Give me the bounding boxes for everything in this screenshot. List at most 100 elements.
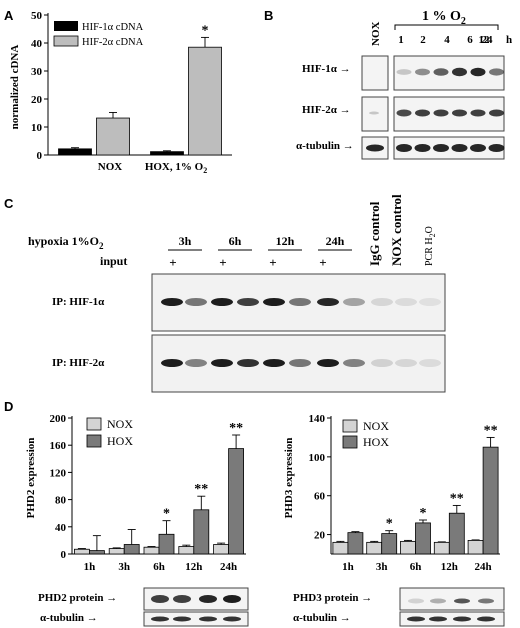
- phd2-legend-swatch-hox: [86, 434, 102, 448]
- phd3-bar: [448, 512, 465, 555]
- band-phd2-tubulin: [173, 616, 191, 622]
- phd3-xtick-label: 6h: [410, 561, 422, 573]
- panel-a-ylabel: normalized cDNA: [9, 45, 21, 130]
- phd3-legend-hox: HOX: [363, 435, 389, 449]
- panel-b-condition: 1 % O2: [422, 9, 466, 27]
- phd2-bar: [228, 448, 245, 555]
- band-hif1: [470, 67, 486, 77]
- gel-band-hif1: [237, 298, 259, 306]
- panel-b-time-label: 2: [420, 34, 426, 46]
- band-tubulin: [470, 144, 486, 152]
- band-hif1: [415, 68, 430, 76]
- panel-b-nox-label: NOX: [370, 22, 382, 47]
- panel-c: C hypoxia 1%O2 input 3h+6h+12h+24h+ IgG …: [4, 194, 446, 393]
- control-label-pcr: PCR H2O: [424, 226, 437, 266]
- phd2-bar: [108, 548, 125, 555]
- phd3-bar: [400, 540, 416, 555]
- band-phd3-tubulin: [407, 616, 425, 622]
- phd2-bar: [123, 544, 140, 555]
- panel-a-bar: [96, 117, 130, 156]
- band-tubulin: [433, 144, 449, 152]
- band-hif2: [396, 109, 412, 117]
- phd2-ytick-label: 120: [50, 467, 67, 479]
- band-phd3-tubulin: [453, 616, 471, 622]
- phd2-ytick-label: 160: [50, 440, 67, 452]
- phd2-significance: **: [229, 421, 243, 436]
- phd3-xtick-label: 3h: [376, 561, 388, 573]
- phd3-legend-swatch-hox: [342, 435, 358, 449]
- band-hif1: [489, 68, 504, 76]
- blot-label-hif1: HIF-1α →: [302, 63, 351, 75]
- phd2-bar: [74, 548, 90, 555]
- panel-d: D PHD2 expression PHD3 expression 0 40 80 1…: [4, 399, 505, 627]
- phd3-bar: [347, 532, 364, 555]
- band-phd2: [173, 595, 191, 603]
- gel-band-hif1: [185, 298, 207, 306]
- phd3-bar: [332, 541, 349, 555]
- phd3-ytick-label: 60: [314, 491, 326, 503]
- band-tubulin: [414, 144, 431, 152]
- blot-hif2-hypoxia: [393, 96, 505, 132]
- panel-c-input-plus: +: [169, 255, 176, 270]
- phd2-bar: [193, 509, 210, 555]
- blot-hif2-nox: [361, 96, 389, 132]
- phd3-significance: *: [386, 517, 393, 532]
- panel-c-time-label: 24h: [326, 234, 345, 248]
- band-phd2: [199, 595, 217, 603]
- band-phd2-tubulin: [151, 616, 169, 622]
- panel-c-input-label: input: [100, 254, 127, 268]
- gel-band-hif1: [395, 298, 417, 306]
- phd3-bar: [433, 541, 450, 555]
- panel-a-xlabel-hox: HOX, 1% O2: [145, 161, 207, 175]
- legend-label-hif1: HIF-1α cDNA: [82, 22, 144, 33]
- panel-c-input-plus: +: [219, 255, 226, 270]
- phd3-bar: [482, 446, 499, 555]
- gel-band-hif2: [395, 359, 417, 367]
- band-hif2: [489, 109, 504, 117]
- phd3-xtick-label: 12h: [441, 561, 458, 573]
- legend-label-hif2: HIF-2α cDNA: [82, 37, 144, 48]
- band-tubulin: [396, 144, 412, 152]
- band-tubulin-nox: [366, 144, 384, 152]
- phd2-xtick-label: 6h: [153, 561, 165, 573]
- phd2-legend-nox: NOX: [107, 417, 133, 431]
- panel-c-gels: [151, 273, 446, 393]
- band-hif2: [452, 109, 467, 117]
- gel-band-hif2: [289, 359, 311, 367]
- phd3-bar: [381, 533, 398, 555]
- phd3-ylabel: PHD3 expression: [283, 438, 295, 519]
- blot-phd2-tubulin: [143, 611, 249, 627]
- legend-swatch-hif1: [54, 21, 78, 31]
- panel-c-time-label: 3h: [179, 234, 192, 248]
- band-hif1: [452, 67, 467, 77]
- panel-a-bar: [58, 148, 92, 156]
- panel-a-bar: [150, 151, 184, 156]
- band-phd2: [151, 595, 169, 603]
- band-hif2-nox: [369, 111, 379, 115]
- panel-label-d: D: [4, 399, 13, 414]
- gel-band-hif1: [263, 298, 285, 306]
- panel-b-unit: h: [506, 34, 512, 46]
- panel-label-a: A: [4, 8, 14, 23]
- gel-band-hif2: [419, 359, 441, 367]
- gel-band-hif1: [289, 298, 311, 306]
- band-hif1: [433, 68, 449, 76]
- phd3-bar: [366, 541, 383, 555]
- panel-label-b: B: [264, 8, 273, 23]
- panel-a-ytick-label: 50: [31, 10, 43, 22]
- gel-band-hif2: [317, 359, 339, 367]
- phd3-ytick-label: 140: [309, 413, 326, 425]
- blot-phd3: [399, 587, 505, 611]
- panel-d-blots: [143, 587, 505, 627]
- phd2-bar: [213, 544, 230, 555]
- phd3-tubulin-label: α-tubulin →: [293, 612, 351, 624]
- band-hif1: [396, 69, 412, 75]
- band-tubulin: [451, 144, 468, 152]
- gel-band-hif2: [185, 359, 207, 367]
- control-label-nox: NOX control: [389, 194, 404, 266]
- band-phd2: [223, 595, 241, 603]
- phd2-bar: [89, 550, 105, 555]
- panel-a-ytick-label: 20: [31, 94, 43, 106]
